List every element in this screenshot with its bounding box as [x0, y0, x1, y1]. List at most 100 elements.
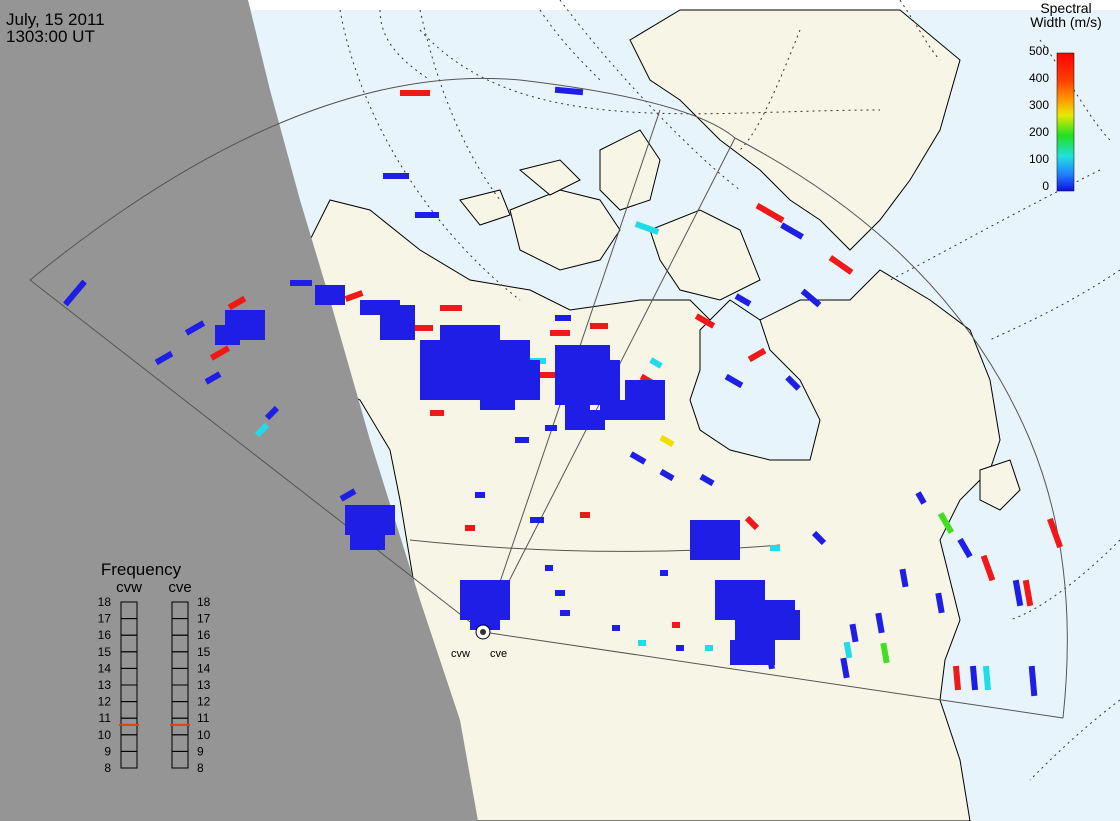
echo-cell [264, 405, 280, 421]
echo-cell [1012, 579, 1024, 607]
echo-cell [400, 90, 430, 96]
echo-cell [1047, 517, 1063, 549]
echo-cell [880, 642, 890, 664]
newfoundland [979, 459, 1021, 511]
arctic-island-3 [649, 209, 761, 301]
night-shade [0, 0, 478, 821]
freq-label-right: 8 [197, 761, 204, 775]
echo-cell [227, 295, 247, 311]
echo-cell [734, 293, 752, 307]
echo-cell [676, 645, 684, 651]
echo-cell [415, 212, 439, 218]
echo-cell [957, 537, 973, 559]
echo-cell [694, 313, 716, 329]
station-dot-inner [480, 629, 486, 635]
echo-cell [184, 320, 206, 336]
echo-cell [154, 350, 174, 366]
freq-label-right: 15 [197, 645, 211, 659]
echo-cluster [480, 390, 515, 410]
echo-cell [1022, 579, 1034, 607]
echo-cell [634, 221, 660, 235]
fov-west-outer [29, 77, 736, 281]
echo-cell [840, 657, 850, 679]
echo-cell [915, 491, 927, 505]
echo-cluster [315, 285, 345, 305]
freq-label-right: 11 [197, 711, 210, 725]
frequency-col-left: cvw [116, 579, 142, 596]
freq-label-right: 16 [197, 628, 211, 642]
echo-cell [969, 665, 979, 691]
hudson-bay [689, 299, 821, 461]
freq-label-left: 8 [104, 761, 111, 775]
arctic-island-2 [599, 129, 661, 211]
legend-title-2: Width (m/s) [1030, 14, 1102, 30]
echo-cell [290, 280, 312, 286]
echo-cell [785, 375, 801, 391]
echo-cluster [730, 640, 775, 665]
legend-tick-100: 100 [1029, 152, 1049, 166]
station-label-west: cvw [451, 648, 470, 660]
echo-cell [660, 570, 668, 576]
echo-cell [937, 511, 955, 535]
echo-cell [980, 554, 996, 582]
echo-cell [554, 86, 584, 96]
echo-cell [545, 425, 557, 431]
echo-cell [415, 325, 433, 331]
freq-label-left: 9 [104, 744, 111, 758]
freq-label-right: 18 [197, 595, 211, 609]
echo-cell [952, 665, 962, 691]
frequency-panel: Frequency cvw cve 18 18 17 17 16 16 15 15 14 14 13… [98, 560, 211, 775]
legend-colorbar [1056, 52, 1075, 192]
fov-west-edge [29, 279, 484, 633]
echo-cell [649, 357, 663, 369]
header-time: 1303:00 UT [6, 27, 95, 46]
echo-cell [530, 517, 544, 523]
echo-cell [800, 288, 822, 308]
echo-cell [209, 345, 231, 361]
echo-cell [540, 372, 556, 378]
grid-lines [339, 0, 1120, 781]
echo-cluster [690, 520, 740, 560]
echo-cell [555, 315, 571, 321]
echo-cell [515, 437, 529, 443]
freq-label-right: 10 [197, 728, 211, 742]
frequency-title: Frequency [101, 560, 182, 579]
echo-cell [344, 290, 364, 302]
station-label-east: cve [490, 648, 507, 660]
legend-tick-200: 200 [1029, 125, 1049, 139]
echo-cell [672, 622, 680, 628]
echo-cell [254, 422, 270, 438]
echo-cell [811, 530, 827, 546]
legend-tick-400: 400 [1029, 71, 1049, 85]
fov-east-edge [482, 631, 1064, 719]
freq-label-left: 10 [98, 728, 112, 742]
top-strip [0, 0, 1120, 10]
freq-label-right: 14 [197, 661, 211, 675]
echo-cell [699, 473, 715, 487]
echo-cell [899, 568, 909, 588]
freq-label-left: 14 [98, 661, 112, 675]
station-marker: cvw cve [451, 624, 507, 660]
echo-cluster [625, 380, 665, 420]
freq-label-left: 18 [98, 595, 112, 609]
echo-cell [770, 545, 780, 551]
legend-tick-0: 0 [1042, 179, 1049, 193]
freq-label-left: 16 [98, 628, 112, 642]
header-date: July, 15 2011 [6, 10, 105, 29]
echo-cell [780, 222, 804, 240]
echo-cell [982, 665, 992, 691]
echo-cell [465, 525, 475, 531]
echo-cell [744, 515, 760, 531]
echo-cluster [440, 325, 500, 355]
echo-cluster [350, 520, 385, 550]
echo-cluster [215, 325, 240, 345]
echo-cells [63, 86, 1063, 697]
echo-cell [875, 612, 885, 634]
echo-cell [638, 640, 646, 646]
echo-cell [659, 468, 675, 482]
echo-cluster [760, 610, 800, 640]
freq-label-left: 17 [98, 612, 112, 626]
echo-cell [935, 592, 945, 614]
echo-cell [475, 492, 485, 498]
